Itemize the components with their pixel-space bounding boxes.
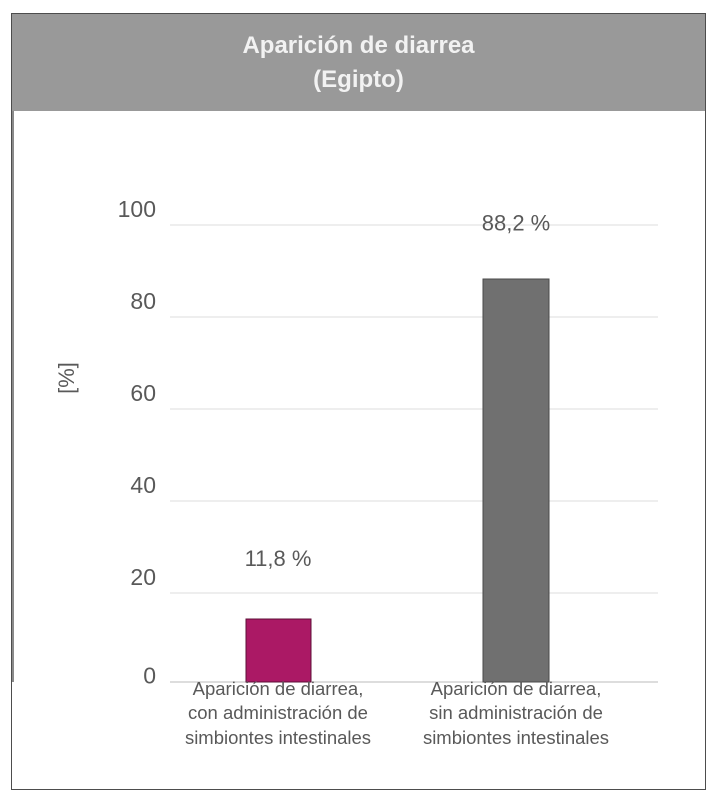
svg-text:100: 100 (118, 196, 156, 222)
svg-text:Aparición de diarrea,: Aparición de diarrea, (431, 678, 602, 699)
svg-text:20: 20 (130, 564, 156, 590)
svg-text:0: 0 (143, 663, 156, 689)
svg-text:88,2 %: 88,2 % (482, 211, 551, 236)
svg-text:simbiontes intestinales: simbiontes intestinales (423, 727, 609, 748)
svg-text:11,8 %: 11,8 % (245, 546, 312, 571)
svg-text:sin administración de: sin administración de (429, 702, 603, 723)
svg-text:simbiontes intestinales: simbiontes intestinales (185, 727, 371, 748)
svg-text:40: 40 (130, 472, 156, 498)
svg-text:80: 80 (130, 288, 156, 314)
svg-text:60: 60 (130, 380, 156, 406)
svg-text:[%]: [%] (54, 362, 79, 394)
svg-text:Aparición de diarrea,: Aparición de diarrea, (193, 678, 364, 699)
svg-text:con administración de: con administración de (188, 702, 368, 723)
